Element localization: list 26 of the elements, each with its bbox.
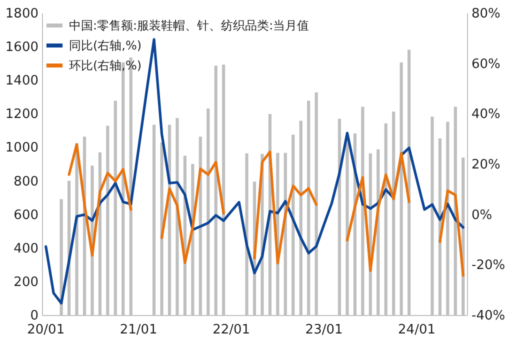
x-tick-label: 24/01 bbox=[398, 322, 436, 338]
y2-tick-label: 0% bbox=[472, 208, 492, 223]
y-tick-label: 1800 bbox=[5, 6, 38, 22]
y-tick-label: 0 bbox=[30, 308, 38, 324]
y2-tick-label: 20% bbox=[472, 158, 500, 172]
y-tick-label: 1200 bbox=[5, 107, 38, 122]
y-tick-label: 1400 bbox=[5, 74, 38, 89]
y2-tick-label: -40% bbox=[472, 308, 506, 324]
y2-tick-label: 60% bbox=[472, 56, 500, 72]
x-tick-label: 20/01 bbox=[27, 322, 65, 338]
x-tick-label: 23/01 bbox=[305, 322, 343, 338]
y2-tick-label: 80% bbox=[472, 6, 500, 22]
y-tick-label: 1000 bbox=[5, 140, 38, 156]
x-tick-label: 22/01 bbox=[212, 322, 250, 338]
y-tick-label: 200 bbox=[14, 274, 38, 290]
y-tick-label: 1600 bbox=[5, 40, 38, 56]
legend-label: 环比(右轴,%) bbox=[69, 58, 142, 72]
line-series bbox=[44, 38, 464, 304]
y-tick-label: 600 bbox=[14, 208, 38, 223]
legend-label: 同比(右轴,%) bbox=[69, 38, 142, 52]
y-tick-label: 800 bbox=[14, 174, 38, 190]
y2-tick-label: 40% bbox=[472, 107, 500, 122]
legend-label: 中国:零售额:服装鞋帽、针、纺织品类:当月值 bbox=[69, 18, 310, 32]
y2-tick-label: -20% bbox=[472, 258, 506, 274]
x-tick-label: 21/01 bbox=[120, 322, 158, 338]
y-tick-label: 400 bbox=[14, 241, 38, 256]
